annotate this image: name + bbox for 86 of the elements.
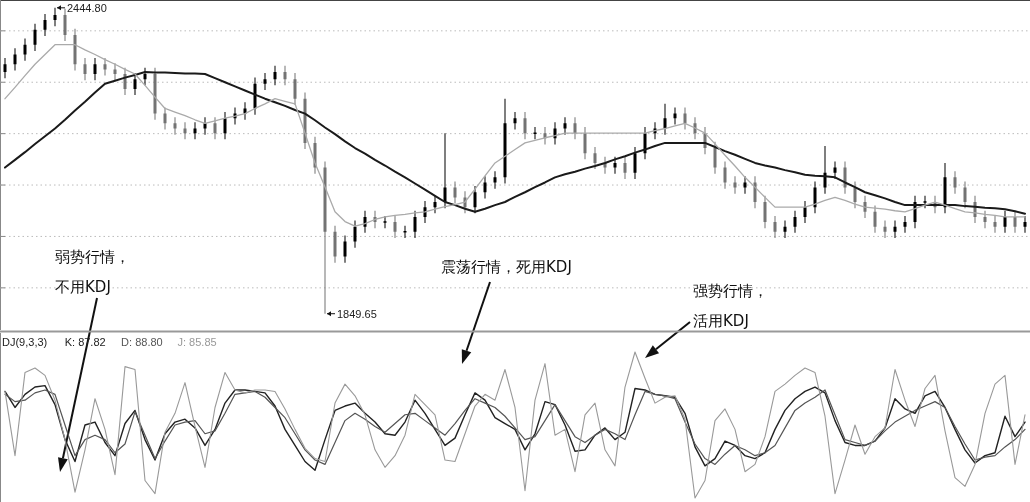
candlestick: [583, 126, 587, 160]
candlestick: [873, 205, 877, 233]
candlestick: [343, 235, 347, 263]
candlestick: [683, 107, 687, 130]
candlestick: [753, 176, 757, 209]
candlestick: [733, 176, 737, 194]
candlestick: [213, 117, 217, 140]
candlestick: [33, 23, 37, 51]
candlestick: [693, 117, 697, 140]
candlestick: [103, 58, 107, 76]
candlestick: [963, 181, 967, 209]
candlestick: [523, 112, 527, 140]
candlestick: [273, 65, 277, 86]
chart-title: DJ(9,3,3): [2, 336, 48, 348]
candlestick: [533, 126, 537, 140]
annotation: 强势行情，活用KDJ: [693, 282, 768, 330]
candlestick: [863, 195, 867, 218]
candlestick: [883, 220, 887, 238]
candlestick: [993, 215, 997, 233]
candlestick: [783, 220, 787, 238]
candlestick: [203, 117, 207, 135]
candlestick: [353, 220, 357, 248]
candlestick: [473, 186, 477, 214]
candlestick: [593, 147, 597, 170]
candlestick: [903, 215, 907, 233]
text: J: 85.85: [177, 336, 217, 348]
candlestick: [83, 58, 87, 81]
candlestick: [283, 65, 287, 86]
candlestick: [893, 220, 897, 238]
annotation: 震荡行情，死用KDJ: [441, 258, 572, 276]
candlestick: [623, 156, 627, 179]
candlestick: [493, 171, 497, 189]
candlestick: [823, 145, 827, 194]
candlestick: [23, 38, 27, 61]
candlestick: [153, 67, 157, 120]
candlestick: [3, 58, 7, 79]
candlestick: [13, 48, 17, 71]
candlestick: [73, 28, 77, 71]
candlestick: [633, 147, 637, 179]
candlestick: [93, 58, 97, 81]
candlestick: [223, 112, 227, 140]
candlestick: [943, 162, 947, 214]
candlestick: [113, 63, 117, 81]
candlestick: [983, 210, 987, 229]
candlestick: [363, 210, 367, 233]
candlestick: [443, 133, 447, 209]
candlestick: [513, 112, 517, 130]
candlestick: [503, 98, 507, 184]
candlestick: [403, 225, 407, 238]
candlestick: [813, 181, 817, 214]
candlestick: [763, 195, 767, 229]
candlestick: [723, 161, 727, 189]
candlestick: [663, 103, 667, 135]
candlestick: [423, 200, 427, 224]
candlestick: [563, 117, 567, 135]
candlestick: [673, 107, 677, 125]
candlestick: [453, 181, 457, 204]
candlestick: [743, 176, 747, 194]
candlestick: [483, 176, 487, 199]
candlestick: [63, 8, 67, 42]
candlestick: [713, 141, 717, 174]
candlestick: [773, 215, 777, 238]
candlestick: [413, 210, 417, 238]
annotation: 1849.65: [337, 307, 377, 320]
candlestick: [1023, 215, 1027, 233]
candlestick: [393, 215, 397, 238]
candlestick: [573, 117, 577, 140]
candlestick: [193, 122, 197, 140]
annotation: 弱势行情，不用KDJ: [55, 248, 130, 296]
candlestick: [163, 107, 167, 130]
candlestick: [383, 215, 387, 229]
annotation: 2444.80: [67, 1, 107, 14]
text: D: 88.80: [121, 336, 163, 348]
candlestick: [843, 161, 847, 194]
candlestick: [133, 72, 137, 96]
candlestick: [793, 210, 797, 233]
candlestick: [263, 72, 267, 90]
candlestick: [953, 171, 957, 194]
candlestick: [333, 225, 337, 263]
candlestick: [293, 72, 297, 105]
candlestick: [853, 181, 857, 209]
candlestick: [43, 13, 47, 36]
candlestick: [803, 200, 807, 224]
candlestick: [1003, 210, 1007, 233]
candlestick: [173, 117, 177, 135]
candlestick: [183, 122, 187, 140]
